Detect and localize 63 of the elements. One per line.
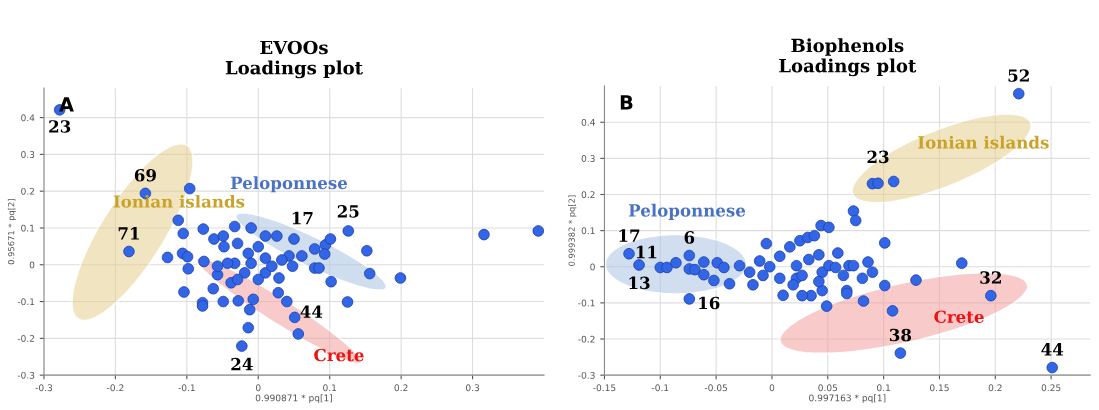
y-tick-label: -0.2 <box>578 335 595 343</box>
x-tick-label: -0.1 <box>178 384 195 392</box>
x-tick-label: -0.15 <box>593 384 616 392</box>
x-tick-label: 0.2 <box>988 384 1002 392</box>
annotation: Peloponnese <box>628 203 746 220</box>
x-tick-label: 0.1 <box>877 384 890 392</box>
y-tick-label: 0.1 <box>21 224 35 232</box>
y-tick-label: -0.3 <box>578 371 595 379</box>
y-tick-label: 0.2 <box>21 187 35 195</box>
annotation: 32 <box>980 271 1001 284</box>
annotation: 38 <box>889 328 912 342</box>
x-tick-label: 0.25 <box>1041 384 1061 392</box>
y-tick-label: 0.3 <box>581 155 595 162</box>
annotation: 44 <box>300 305 323 318</box>
annotation: 52 <box>1008 69 1029 82</box>
annotation: Crete <box>314 348 364 362</box>
y-axis-title: 0.999382 * pq[2] <box>568 195 577 266</box>
annotation: 44 <box>1041 343 1064 356</box>
annotation: 23 <box>867 150 889 164</box>
annotation: 16 <box>699 296 720 310</box>
annotation: 17 <box>619 229 640 242</box>
x-tick-label: 0.2 <box>394 384 408 392</box>
annotation: Crete <box>934 310 984 324</box>
x-tick-label: -0.05 <box>704 384 728 392</box>
annotation: Ionian islands <box>918 135 1049 149</box>
annotation: 13 <box>629 276 650 290</box>
x-tick-label: 0.1 <box>323 384 337 392</box>
annotation: 17 <box>292 211 313 225</box>
y-tick-label: 0 <box>590 263 595 271</box>
x-tick-label: 0 <box>255 384 261 392</box>
y-axis-title: 0.95671 * pq[2] <box>7 199 16 265</box>
y-tick-label: 0 <box>29 261 35 269</box>
y-tick-label: 0.3 <box>21 151 35 158</box>
annotation: A <box>59 97 74 112</box>
annotation: Ionian islands <box>113 194 245 208</box>
y-tick-label: 0.1 <box>581 227 595 235</box>
y-tick-label: -0.3 <box>17 371 35 379</box>
annotation: 11 <box>636 245 657 259</box>
x-axis-title: 0.990871 * pq[1] <box>255 394 332 404</box>
y-tick-label: 0.4 <box>21 114 35 122</box>
x-tick-label: 0 <box>769 384 775 392</box>
y-tick-label: -0.2 <box>17 335 35 342</box>
chart-title: Biophenols Loadings plot <box>779 38 917 77</box>
annotation: 6 <box>684 231 695 244</box>
x-axis-title: 0.997163 * pq[1] <box>809 394 886 404</box>
y-tick-label: 0.2 <box>581 191 595 199</box>
annotation: 23 <box>49 120 71 133</box>
annotation: 24 <box>231 357 253 371</box>
x-tick-label: -0.3 <box>35 384 53 392</box>
y-tick-label: 0.4 <box>581 118 595 126</box>
x-tick-label: -0.2 <box>107 384 124 392</box>
chart-title: EVOOs Loadings plot <box>225 40 363 79</box>
x-tick-label: 0.3 <box>465 384 480 392</box>
y-tick-label: -0.1 <box>17 298 35 306</box>
x-tick-label: 0.05 <box>818 384 838 392</box>
annotation: B <box>620 95 633 110</box>
y-tick-label: -0.1 <box>578 299 595 307</box>
annotation: 71 <box>118 227 139 240</box>
annotation: Peloponnese <box>230 176 348 193</box>
annotation: 69 <box>134 168 156 182</box>
annotation: 25 <box>337 205 359 218</box>
x-tick-label: -0.1 <box>651 384 669 392</box>
x-tick-label: 0.15 <box>930 384 949 392</box>
